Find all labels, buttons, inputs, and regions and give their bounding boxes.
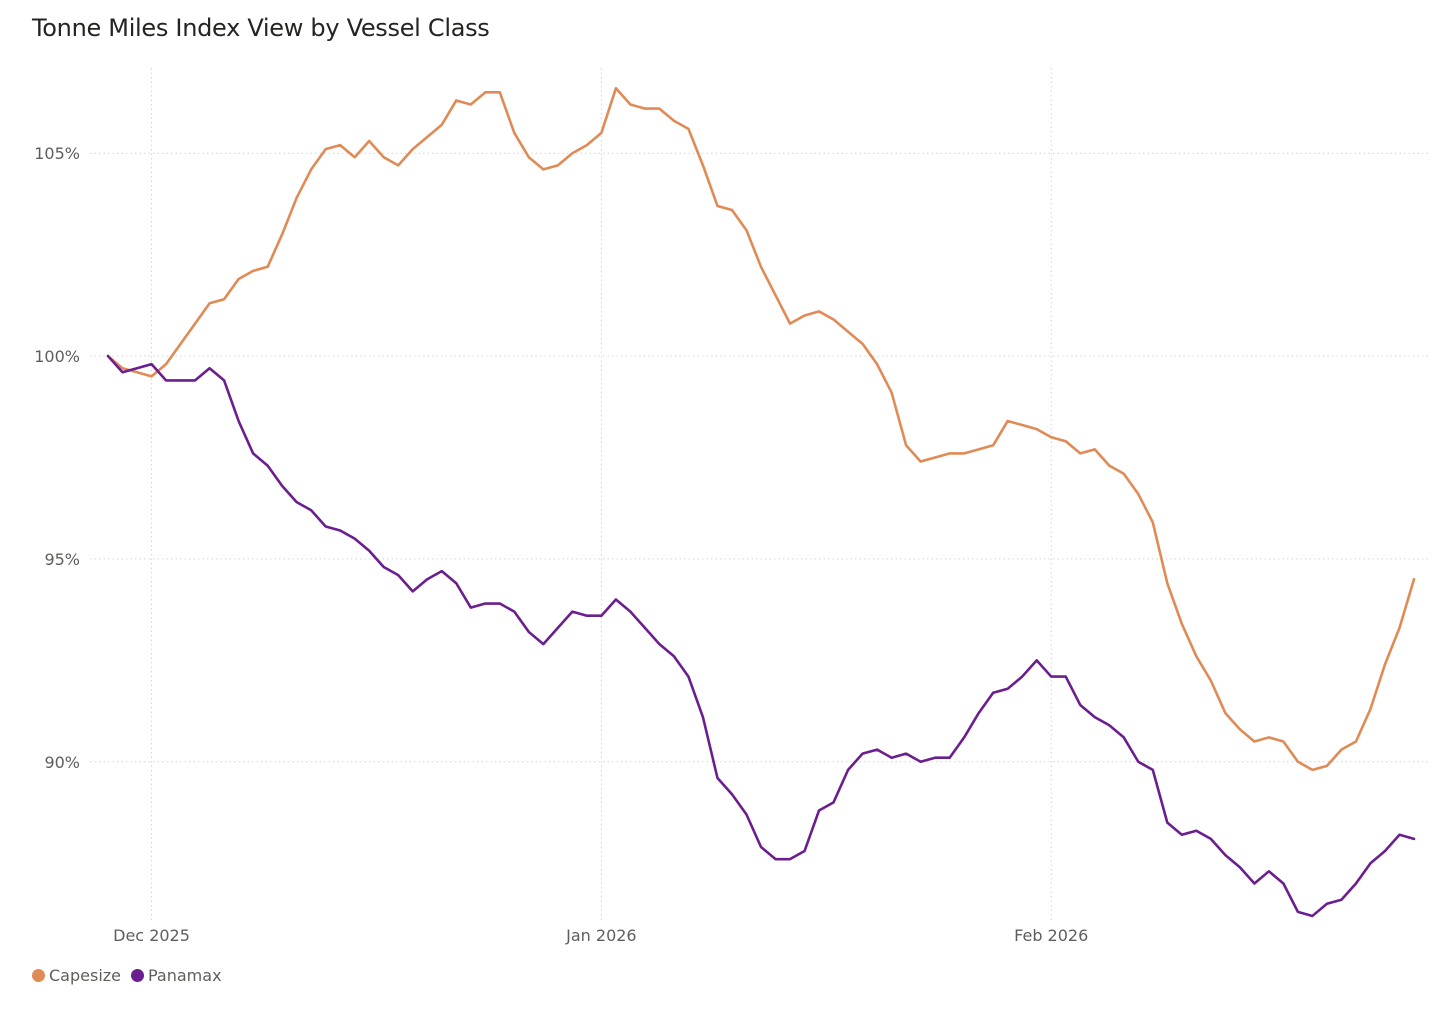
chart-title: Tonne Miles Index View by Vessel Class (32, 14, 490, 42)
series-lines (106, 86, 1416, 918)
legend-marker-capesize (32, 969, 45, 982)
series-line-panamax[interactable] (106, 354, 1416, 918)
legend-item-capesize[interactable]: Capesize (32, 966, 121, 985)
y-axis-ticks: 90% 95% 100% 105% (34, 144, 80, 772)
x-tick-label: Jan 2026 (565, 926, 636, 945)
series-line-capesize[interactable] (106, 86, 1416, 772)
x-axis-ticks: Dec 2025 Jan 2026 Feb 2026 (113, 926, 1088, 945)
legend: Capesize Panamax (32, 966, 232, 985)
y-tick-label: 105% (34, 144, 80, 163)
y-tick-label: 90% (44, 753, 80, 772)
y-tick-label: 95% (44, 550, 80, 569)
legend-label-panamax: Panamax (148, 966, 222, 985)
legend-item-panamax[interactable]: Panamax (131, 966, 222, 985)
x-tick-label: Dec 2025 (113, 926, 190, 945)
x-tick-label: Feb 2026 (1014, 926, 1088, 945)
y-tick-label: 100% (34, 347, 80, 366)
legend-label-capesize: Capesize (49, 966, 121, 985)
legend-marker-panamax (131, 969, 144, 982)
